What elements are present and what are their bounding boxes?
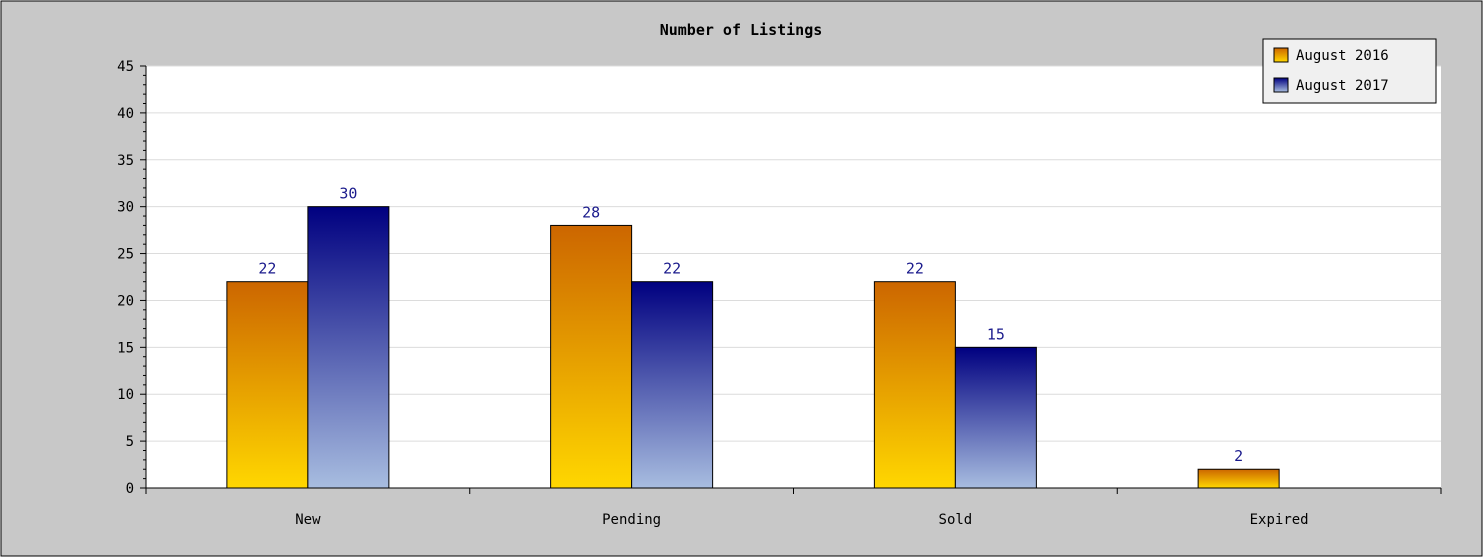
x-tick-label-new: New — [295, 512, 321, 528]
y-tick-label-20: 20 — [117, 293, 134, 309]
legend-label-august-2017: August 2017 — [1296, 78, 1389, 94]
y-tick-label-5: 5 — [126, 434, 134, 450]
x-tick-label-expired: Expired — [1250, 512, 1309, 528]
data-label-new-august-2017: 30 — [339, 185, 357, 203]
data-label-new-august-2016: 22 — [258, 260, 276, 278]
y-tick-label-30: 30 — [117, 200, 134, 216]
bar-sold-august-2017 — [954, 346, 1037, 489]
y-tick-label-10: 10 — [117, 387, 134, 403]
bar-sold-august-2016 — [873, 281, 956, 489]
axes: 0 5 10 15 20 25 30 35 40 45 New Pending Sold Expired — [117, 59, 1442, 528]
y-tick-label-45: 45 — [117, 59, 134, 75]
legend-swatch-august-2017 — [1273, 77, 1289, 93]
legend-box — [1262, 38, 1437, 104]
data-label-sold-august-2017: 15 — [987, 325, 1005, 343]
bars: 22 30 28 22 22 15 2 — [226, 185, 1280, 489]
y-tick-label-15: 15 — [117, 340, 134, 356]
bar-pending-august-2016 — [550, 224, 633, 489]
x-tick-label-pending: Pending — [602, 512, 661, 528]
x-tick-label-sold: Sold — [939, 512, 973, 528]
data-label-expired-august-2016: 2 — [1234, 447, 1243, 465]
bar-new-august-2017 — [307, 206, 390, 489]
legend-label-august-2016: August 2016 — [1296, 48, 1389, 64]
data-label-sold-august-2016: 22 — [906, 260, 924, 278]
legend: August 2016 August 2017 — [1262, 38, 1437, 104]
y-tick-label-40: 40 — [117, 106, 134, 122]
data-label-pending-august-2016: 28 — [582, 203, 600, 221]
y-tick-label-25: 25 — [117, 247, 134, 263]
data-label-pending-august-2017: 22 — [663, 260, 681, 278]
y-tick-label-35: 35 — [117, 153, 134, 169]
bar-new-august-2016 — [226, 281, 309, 489]
bar-pending-august-2017 — [631, 281, 714, 489]
chart-title: Number of Listings — [660, 21, 823, 39]
y-tick-label-0: 0 — [126, 481, 134, 497]
bar-expired-august-2016 — [1197, 468, 1280, 489]
legend-swatch-august-2016 — [1273, 47, 1289, 63]
